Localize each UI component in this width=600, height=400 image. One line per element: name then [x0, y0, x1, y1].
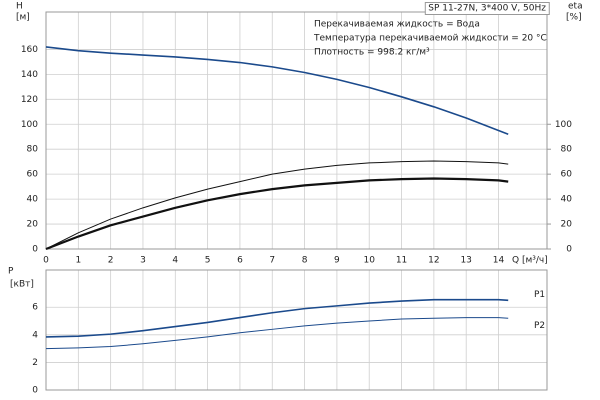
x-axis-label: Q [м³/ч]: [512, 256, 548, 266]
x-tick-label: 2: [108, 256, 114, 266]
y-tick-label: 40: [27, 195, 39, 205]
y2-tick-label: 100: [555, 120, 572, 130]
x-tick-label: 8: [302, 256, 308, 266]
y2-axis-label: eta: [568, 2, 583, 12]
y2-tick-label: 40: [561, 195, 573, 205]
curve: [45, 46, 509, 135]
y-tick-label: 80: [27, 145, 39, 155]
x-tick-label: 13: [460, 256, 471, 266]
y-tick-label: 4: [32, 330, 38, 340]
plot-frame: [45, 11, 548, 250]
y-tick-label: 120: [21, 95, 38, 105]
y-axis-label: P: [8, 267, 14, 277]
y-axis-label: H: [16, 2, 23, 12]
annotation: Перекачиваемая жидкость = Вода: [314, 20, 480, 30]
x-tick-label: 6: [237, 256, 243, 266]
y-tick-label: 2: [32, 358, 38, 368]
curve: [45, 317, 509, 350]
x-tick-label: 5: [205, 256, 211, 266]
y2-tick-label: 0: [566, 245, 572, 255]
y-tick-label: 0: [32, 245, 38, 255]
y-axis-unit: [кВт]: [10, 280, 34, 290]
curve: [45, 298, 509, 338]
x-tick-label: 10: [363, 256, 375, 266]
y2-tick-label: 20: [561, 220, 573, 230]
curve: [45, 160, 509, 250]
series-label: P1: [534, 290, 545, 300]
annotation: Температура перекачиваемой жидкости = 20…: [313, 34, 547, 44]
y2-axis-unit: [%]: [566, 13, 582, 23]
y-tick-label: 160: [21, 45, 38, 55]
x-tick-label: 7: [269, 256, 275, 266]
y-tick-label: 0: [32, 386, 38, 396]
x-tick-label: 0: [43, 256, 49, 266]
y-tick-label: 60: [27, 170, 39, 180]
x-tick-label: 14: [493, 256, 505, 266]
y-tick-label: 20: [27, 220, 39, 230]
x-tick-label: 3: [140, 256, 146, 266]
x-tick-label: 1: [75, 256, 81, 266]
x-tick-label: 11: [396, 256, 407, 266]
curve: [45, 177, 509, 251]
annotation: Плотность = 998.2 кг/м³: [314, 48, 430, 58]
title-box: [424, 2, 550, 15]
y2-tick-label: 60: [561, 170, 573, 180]
x-tick-label: 9: [334, 256, 340, 266]
y-tick-label: 6: [32, 303, 38, 313]
series-label: P2: [534, 321, 545, 331]
x-tick-label: 12: [428, 256, 439, 266]
plot-frame: [45, 269, 548, 391]
y2-tick-label: 80: [561, 145, 573, 155]
y-tick-label: 140: [21, 70, 38, 80]
y-axis-unit: [м]: [16, 13, 30, 23]
chart-title: SP 11-27N, 3*400 V, 50Hz: [428, 4, 546, 14]
x-tick-label: 4: [172, 256, 178, 266]
y-tick-label: 100: [21, 120, 38, 130]
